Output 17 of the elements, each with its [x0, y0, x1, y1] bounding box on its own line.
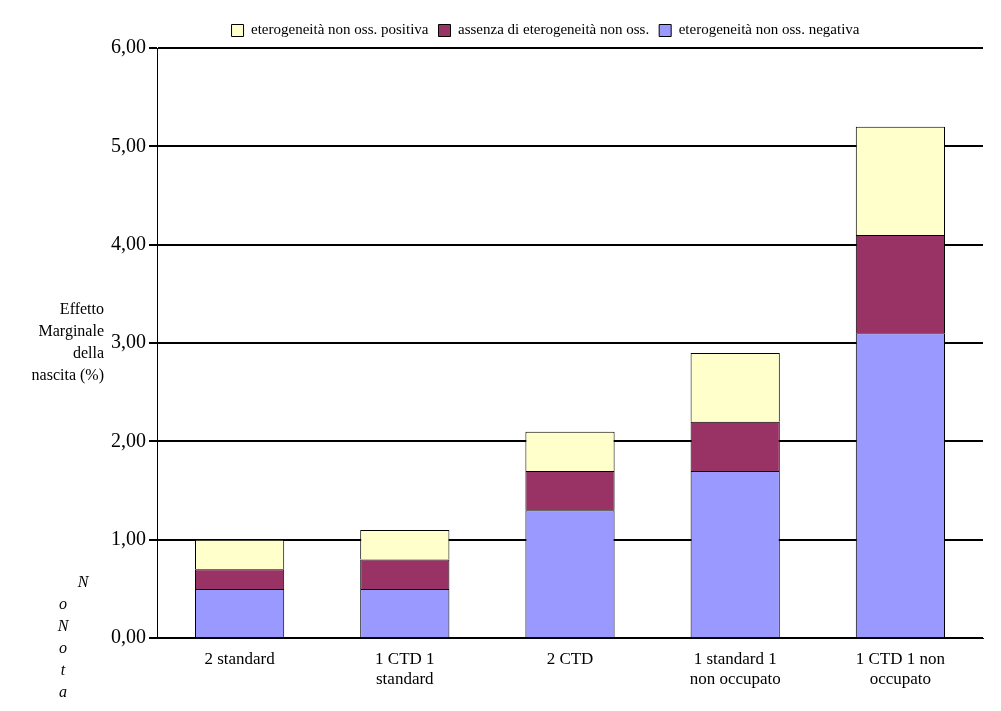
y-tick-label: 5,00 [111, 133, 146, 156]
y-axis-title: Effetto Marginale della nascita (%) [31, 300, 104, 385]
text: NoNota [56, 573, 90, 701]
x-tick-label: 1 CTD 1 non occupato [855, 648, 946, 689]
x-tick-label: 1 CTD 1 standard [375, 648, 435, 689]
y-tick-label: 3,00 [111, 330, 146, 353]
x-tick-label: 1 standard 1 non occupato [689, 648, 781, 689]
x-tick-label: 2 CTD [546, 648, 594, 668]
legend-label: eterogeneità non oss. negativa [678, 21, 860, 38]
legend-label: eterogeneità non oss. positiva [251, 21, 429, 38]
y-tick-label: 4,00 [111, 231, 146, 254]
y-tick-label: 1,00 [111, 527, 146, 550]
x-tick-label: 2 standard [204, 648, 276, 668]
y-tick-label: 0,00 [111, 625, 146, 648]
legend-label: assenza di eterogeneità non oss. [458, 21, 650, 38]
y-tick-label: 2,00 [111, 428, 146, 451]
y-tick-label: 6,00 [111, 35, 146, 58]
